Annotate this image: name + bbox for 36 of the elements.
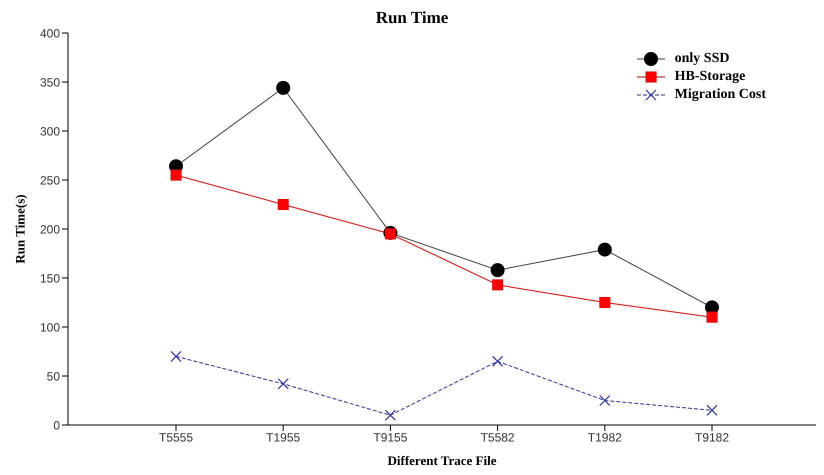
point: [599, 297, 610, 308]
point: [278, 378, 289, 390]
y-tick-label: 50: [46, 369, 60, 384]
y-tick-label: 400: [40, 26, 60, 40]
legend-label: HB-Storage: [674, 69, 746, 85]
x-tick-label: T5555: [158, 430, 194, 445]
x-tick-label: T5582: [480, 430, 515, 445]
legend-label: only SSD: [674, 51, 730, 67]
y-tick-label: 200: [40, 222, 60, 236]
point: [170, 350, 182, 362]
point: [598, 242, 612, 257]
chart-title: Run Time: [374, 8, 450, 28]
x-tick-label: T1955: [266, 430, 301, 445]
x-tick-label: T9182: [694, 430, 730, 445]
x-tick-label: T1982: [588, 430, 622, 445]
point: [492, 279, 504, 290]
y-tick-label: 0: [53, 418, 60, 432]
y-tick-label: 250: [40, 173, 60, 188]
point: [278, 199, 289, 210]
legend-label: Migration Cost: [674, 87, 766, 103]
point: [170, 170, 182, 181]
y-tick-label: 300: [40, 124, 60, 138]
x-axis-title: Different Trace File: [387, 453, 497, 468]
point: [706, 404, 718, 416]
y-tick-label: 350: [40, 75, 60, 90]
point: [706, 312, 718, 323]
point: [492, 356, 504, 367]
y-tick-label: 100: [40, 320, 60, 334]
point: [384, 228, 396, 240]
point: [599, 394, 610, 406]
y-tick-label: 150: [40, 271, 60, 286]
x-tick-label: T9155: [373, 430, 408, 445]
y-axis-title: Run Time(s): [12, 194, 28, 264]
point: [490, 263, 505, 278]
point: [276, 80, 290, 95]
point: [384, 410, 396, 421]
